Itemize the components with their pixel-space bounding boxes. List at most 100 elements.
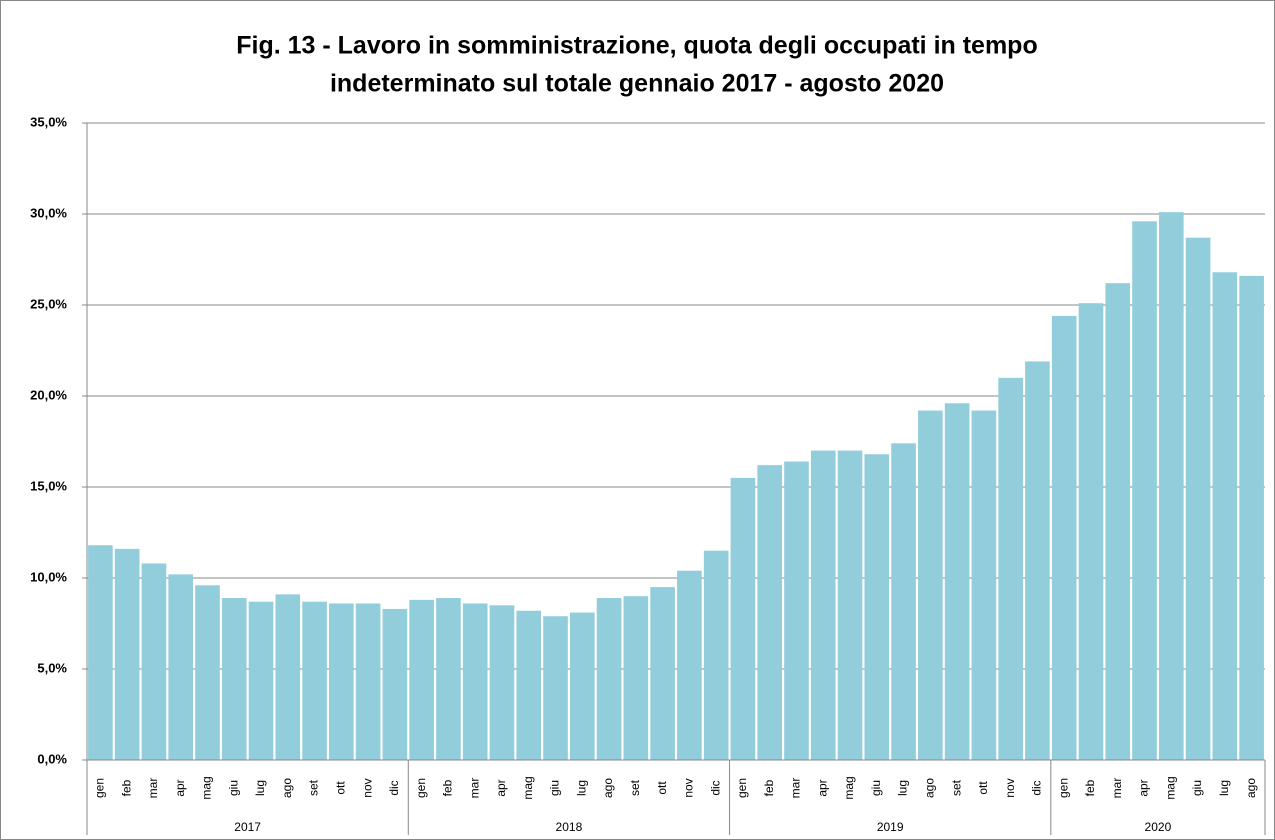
bar <box>918 410 943 760</box>
x-tick-label: feb <box>441 779 455 796</box>
x-tick-label: dic <box>1030 780 1044 795</box>
bar <box>1025 361 1050 760</box>
bar <box>329 603 354 760</box>
bar <box>275 594 301 760</box>
x-tick-label: mag <box>1163 776 1177 799</box>
bar <box>569 612 595 760</box>
x-tick-label: nov <box>682 778 696 797</box>
x-tick-label: ago <box>601 778 615 798</box>
x-tick-label: apr <box>1137 779 1151 796</box>
x-tick-label: mar <box>1110 778 1124 799</box>
x-tick-label: dic <box>708 780 722 795</box>
x-tick-label: mag <box>842 776 856 799</box>
x-tick-label: feb <box>762 779 776 796</box>
x-tick-label: nov <box>1003 778 1017 797</box>
x-tick-label: ott <box>334 781 348 795</box>
x-tick-label: mar <box>789 778 803 799</box>
y-tick-label: 30,0% <box>30 205 67 220</box>
bar <box>168 574 194 760</box>
x-tick-label: apr <box>815 779 829 796</box>
y-tick-label: 10,0% <box>30 569 67 584</box>
x-tick-label: feb <box>119 779 133 796</box>
x-tick-label: ott <box>976 781 990 795</box>
bar <box>195 585 220 760</box>
bar <box>516 610 542 760</box>
bar <box>88 545 113 760</box>
bar <box>1105 283 1131 760</box>
group-label: 2020 <box>1145 820 1172 834</box>
group-label: 2019 <box>877 820 904 834</box>
y-tick-label: 5,0% <box>37 660 67 675</box>
x-tick-label: giu <box>548 780 562 796</box>
chart-title: Fig. 13 - Lavoro in somministrazione, qu… <box>236 32 1037 60</box>
bar <box>489 605 515 760</box>
bar <box>114 548 140 760</box>
bar <box>650 587 675 760</box>
bar <box>810 450 836 760</box>
bar <box>837 450 863 760</box>
bar <box>409 599 434 760</box>
group-label: 2018 <box>556 820 583 834</box>
x-tick-label: feb <box>1083 779 1097 796</box>
bar <box>436 598 461 760</box>
x-tick-label: dic <box>387 780 401 795</box>
bar <box>784 461 809 760</box>
bar <box>1132 221 1157 760</box>
y-tick-label: 0,0% <box>37 751 67 766</box>
bar <box>944 403 970 760</box>
bar <box>221 598 247 760</box>
x-tick-label: gen <box>1056 778 1070 798</box>
bar <box>462 603 488 760</box>
x-tick-label: set <box>307 779 321 796</box>
x-tick-label: lug <box>253 780 267 796</box>
x-tick-label: ago <box>1244 778 1258 798</box>
bar <box>355 603 381 760</box>
bar <box>248 601 274 760</box>
x-tick-label: set <box>949 779 963 796</box>
x-tick-label: set <box>628 779 642 796</box>
bar <box>382 608 408 760</box>
bar <box>757 465 783 760</box>
x-tick-label: mar <box>146 778 160 799</box>
bar <box>1185 237 1211 760</box>
y-tick-label: 15,0% <box>30 478 67 493</box>
x-tick-label: lug <box>1217 780 1231 796</box>
bar <box>302 601 327 760</box>
bar <box>864 454 890 760</box>
x-tick-label: ott <box>655 781 669 795</box>
x-tick-label: lug <box>574 780 588 796</box>
bar <box>141 563 167 760</box>
y-tick-label: 20,0% <box>30 387 67 402</box>
bar <box>998 377 1023 760</box>
bar <box>596 598 622 760</box>
bar <box>677 570 702 760</box>
x-tick-label: gen <box>735 778 749 798</box>
bar <box>543 616 568 760</box>
bar <box>1158 212 1184 760</box>
y-tick-label: 35,0% <box>30 114 67 129</box>
bar <box>1078 303 1104 760</box>
x-tick-label: ago <box>280 778 294 798</box>
x-tick-label: nov <box>360 778 374 797</box>
bar <box>971 410 997 760</box>
bar <box>703 550 729 760</box>
x-tick-label: apr <box>173 779 187 796</box>
bar <box>623 596 649 760</box>
chart-title: indeterminato sul totale gennaio 2017 - … <box>330 70 944 98</box>
x-tick-label: gen <box>93 778 107 798</box>
x-tick-label: giu <box>226 780 240 796</box>
x-tick-label: ago <box>923 778 937 798</box>
y-tick-label: 25,0% <box>30 296 67 311</box>
bar <box>891 443 916 760</box>
bar <box>1051 315 1077 760</box>
x-tick-label: lug <box>896 780 910 796</box>
x-tick-label: mar <box>467 778 481 799</box>
group-label: 2017 <box>234 820 261 834</box>
x-tick-label: mag <box>521 776 535 799</box>
bar <box>1212 272 1238 760</box>
x-tick-label: gen <box>414 778 428 798</box>
bar <box>730 477 756 760</box>
bar <box>1239 275 1264 760</box>
x-tick-label: giu <box>869 780 883 796</box>
